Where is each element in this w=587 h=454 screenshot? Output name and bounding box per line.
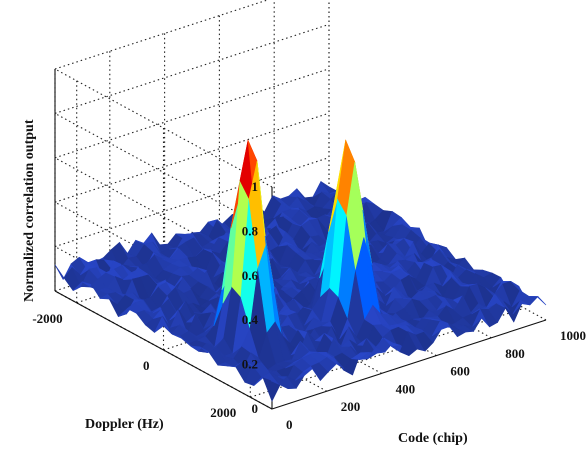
y-axis-label: Doppler (Hz)	[85, 417, 164, 432]
grid-line	[54, 68, 273, 188]
z-axis-label: Normalized correlation output	[22, 119, 37, 302]
grid-line	[54, 68, 330, 159]
z-tick-label: 0.4	[242, 312, 259, 327]
grid-line	[54, 112, 330, 203]
grid-line	[54, 157, 330, 248]
x-tick-label: 800	[505, 346, 525, 361]
axis-edge	[271, 319, 547, 410]
x-tick-label: 200	[341, 399, 361, 414]
x-tick-label: 0	[286, 417, 293, 432]
x-tick-label: 400	[396, 381, 416, 396]
grid-line	[54, 0, 270, 70]
axis-edge	[54, 290, 273, 410]
tick-layer: 0 0.2 0.4 0.6 0.8 1 -2000 0 2000 0 200 400 600 800 100…	[32, 179, 586, 432]
z-tick-label: 0	[252, 401, 259, 416]
z-tick-label: 0.6	[242, 268, 259, 283]
surface-layer	[54, 139, 547, 402]
z-tick-label: 1	[252, 179, 259, 194]
x-tick-label: 600	[450, 364, 470, 379]
z-tick-label: 0.2	[242, 357, 258, 372]
x-tick-label: 1000	[560, 328, 586, 343]
x-axis-label: Code (chip)	[398, 431, 468, 446]
grid-line	[54, 23, 330, 114]
z-tick-label: 0.8	[242, 223, 259, 238]
y-tick-label: 2000	[210, 405, 236, 420]
y-tick-label: 0	[143, 358, 150, 373]
y-tick-label: -2000	[32, 311, 62, 326]
grid-line	[250, 307, 525, 398]
surface-cell	[528, 296, 547, 306]
